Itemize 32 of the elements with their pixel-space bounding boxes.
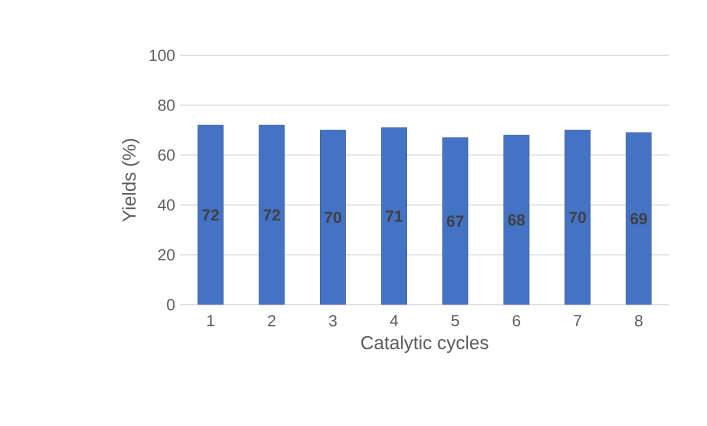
bar (564, 130, 591, 305)
data-label: 72 (264, 209, 280, 220)
x-tick-label: 6 (512, 315, 520, 326)
bar (503, 134, 530, 305)
data-label: 67 (446, 215, 464, 227)
data-label: 72 (202, 209, 219, 220)
y-tick-label: 60 (158, 149, 175, 161)
data-label: 69 (630, 212, 648, 224)
bar (258, 124, 285, 305)
y-tick-label: 20 (158, 249, 175, 260)
x-tick-label: 4 (390, 315, 398, 326)
x-tick-label: 3 (329, 315, 337, 326)
x-tick-label: 7 (574, 315, 582, 326)
x-tick-label: 5 (451, 315, 460, 326)
data-label: 68 (508, 214, 525, 226)
y-tick-label: 40 (158, 199, 175, 211)
data-label: 71 (386, 210, 403, 222)
y-tick-label: 100 (150, 50, 175, 61)
bar (442, 137, 468, 305)
bar (320, 130, 346, 305)
x-axis-title: Catalytic cycles (361, 336, 488, 353)
bar (626, 132, 652, 305)
data-label: 70 (569, 212, 586, 224)
data-label: 70 (324, 212, 342, 224)
y-tick-label: 0 (167, 299, 175, 310)
bar (198, 124, 224, 305)
x-tick-label: 1 (207, 315, 214, 326)
y-tick-label: 80 (158, 100, 175, 111)
x-tick-label: 8 (634, 315, 642, 326)
bar (381, 127, 408, 305)
y-axis-title: Yields (%) (122, 139, 140, 222)
x-tick-label: 2 (268, 315, 276, 326)
